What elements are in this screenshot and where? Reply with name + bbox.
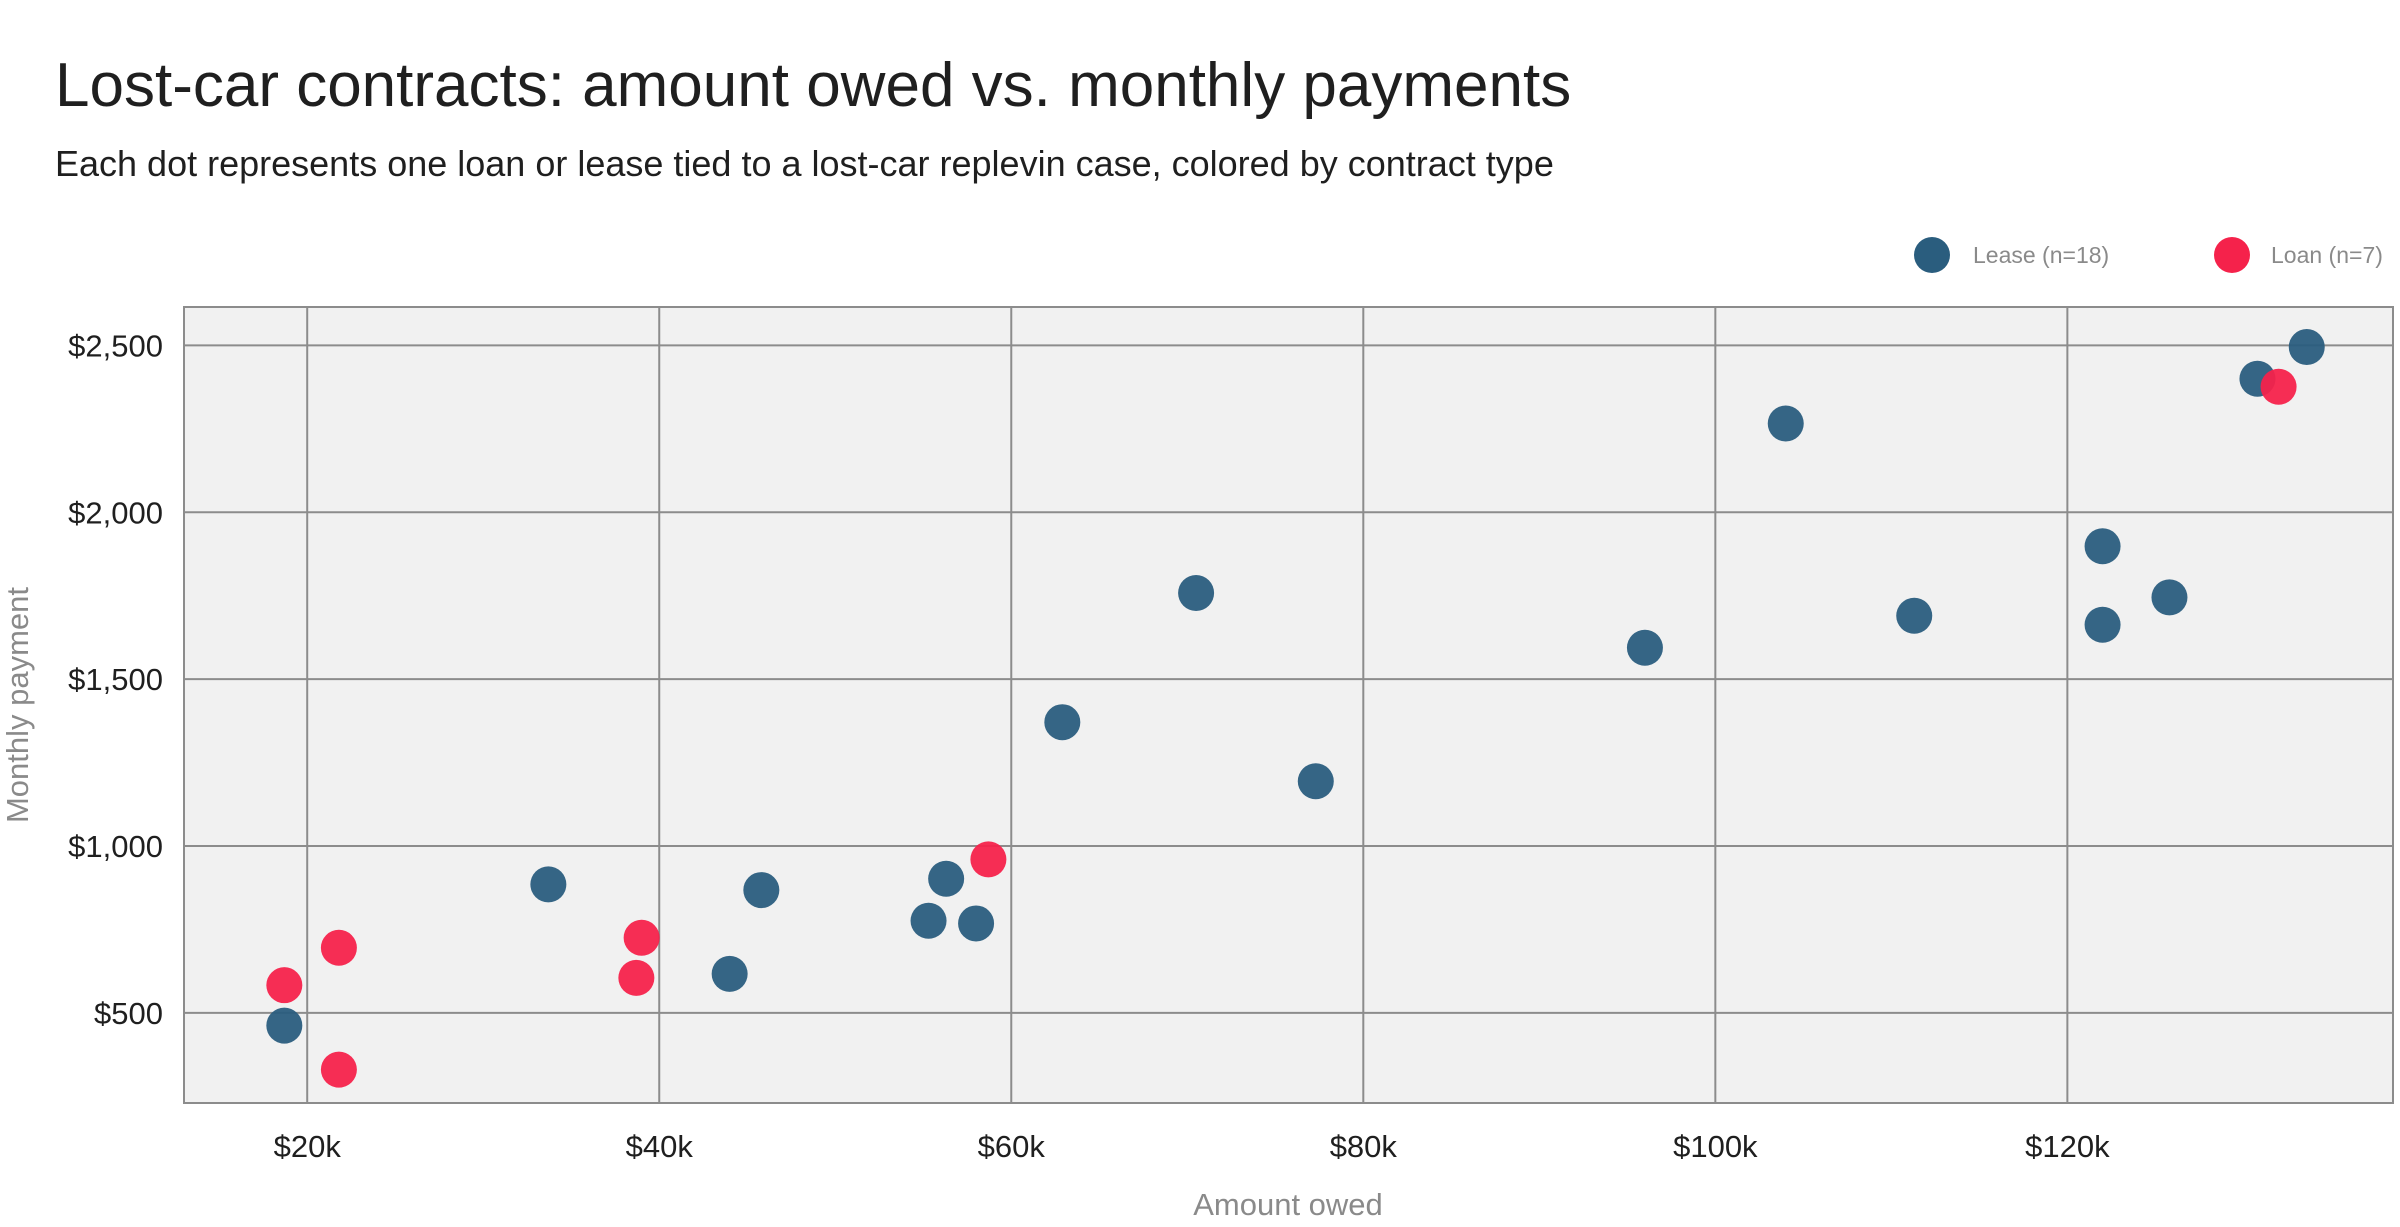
y-tick-label: $1,500 [68,662,163,697]
y-tick-label: $2,000 [68,495,163,530]
data-point [2084,528,2121,565]
series-lease [266,329,2325,1044]
data-point [266,1007,303,1044]
legend-marker [2214,237,2250,273]
y-tick-label: $500 [94,996,163,1031]
x-tick-label: $80k [1330,1129,1398,1164]
gridlines [184,307,2393,1103]
x-tick-labels: $20k $40k $60k $80k $100k $120k [274,1129,2111,1164]
data-point [970,841,1007,878]
data-point [928,860,965,897]
x-tick-label: $120k [2025,1129,2110,1164]
x-tick-label: $60k [978,1129,1046,1164]
data-point [2288,329,2325,366]
plot-area [183,306,2394,1104]
legend-marker [1914,237,1950,273]
legend: Lease (n=18) Loan (n=7) [1914,237,2383,273]
data-point [1896,597,1933,634]
data-point [1044,704,1081,741]
x-axis-title: Amount owed [1193,1187,1383,1222]
data-point [711,955,748,992]
data-point [530,866,567,903]
data-point [2084,606,2121,643]
data-point [743,872,780,909]
y-tick-label: $2,500 [68,328,163,363]
chart-subtitle: Each dot represents one loan or lease ti… [55,143,1554,184]
data-point [320,1051,357,1088]
data-point [623,919,660,956]
data-point [1626,629,1663,666]
x-tick-label: $40k [626,1129,694,1164]
data-point [2151,579,2188,616]
data-point [2260,368,2297,405]
data-point [1767,405,1804,442]
y-tick-label: $1,000 [68,829,163,864]
data-point [1297,763,1334,800]
data-point [618,959,655,996]
data-point [910,902,947,939]
chart-title: Lost-car contracts: amount owed vs. mont… [55,51,1572,120]
data-point [320,929,357,966]
x-tick-label: $100k [1673,1129,1758,1164]
series-loan [266,368,2297,1088]
y-axis-title: Monthly payment [0,587,35,823]
x-tick-label: $20k [274,1129,342,1164]
data-point [266,967,303,1004]
data-point [958,905,995,942]
legend-label: Lease (n=18) [1973,242,2109,268]
data-points [266,329,2325,1088]
y-tick-labels: $500 $1,000 $1,500 $2,000 $2,500 [68,328,163,1031]
legend-label: Loan (n=7) [2271,242,2383,268]
data-point [1178,575,1215,612]
